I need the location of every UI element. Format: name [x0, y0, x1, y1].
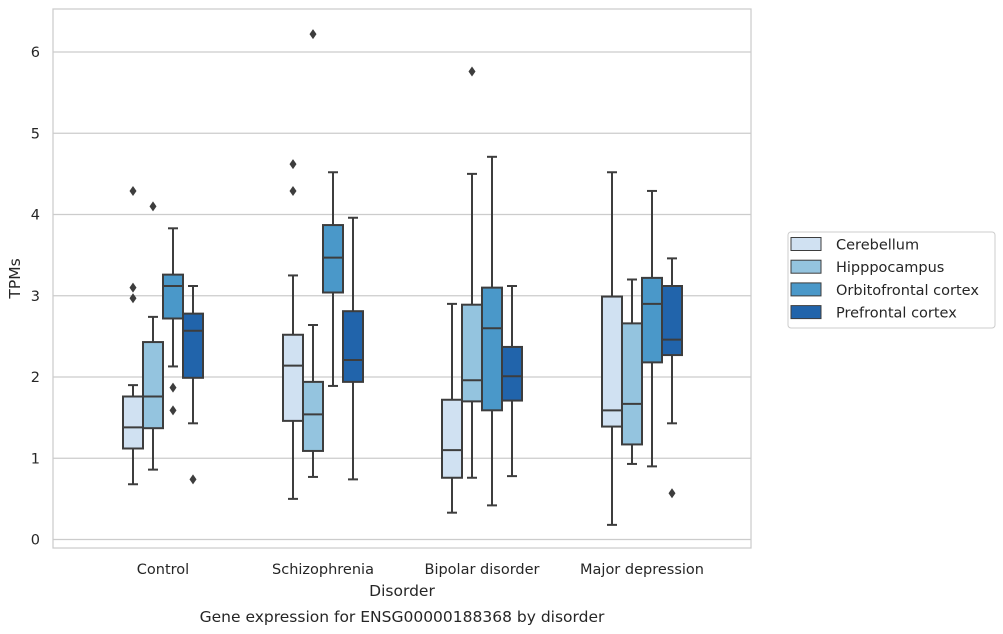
x-tick-label: Bipolar disorder — [425, 562, 540, 578]
x-tick-label: Schizophrenia — [272, 562, 374, 578]
box-3-0 — [601, 171, 623, 526]
legend-item: Prefrontal cortex — [790, 305, 957, 322]
box-1-0 — [282, 159, 304, 500]
legend-frame — [787, 231, 996, 329]
box-iqr — [601, 295, 623, 428]
legend-label: Cerebellum — [836, 238, 919, 254]
box-0-2 — [162, 227, 184, 416]
box-iqr — [501, 345, 523, 402]
box-1-2 — [322, 171, 344, 387]
x-tick-labels: Control Schizophrenia Bipolar disorder Majo… — [137, 562, 704, 578]
box-2-3 — [501, 285, 523, 478]
outlier-point — [309, 29, 317, 40]
legend-label: Hipppocampus — [836, 260, 944, 276]
legend-item: Orbitofrontal cortex — [790, 282, 979, 299]
box-iqr — [441, 398, 463, 479]
legend-swatch — [790, 305, 822, 320]
outlier-point — [129, 282, 137, 293]
y-tick-labels: 0 1 2 3 4 5 6 — [31, 45, 40, 549]
chart-caption: Gene expression for ENSG00000188368 by d… — [200, 608, 605, 626]
box-1-3 — [342, 216, 364, 481]
box-iqr — [302, 380, 324, 452]
legend-swatch — [790, 282, 822, 297]
box-iqr — [641, 276, 663, 364]
box-3-1 — [621, 278, 643, 465]
outlier-point — [289, 159, 297, 170]
legend-item: Hipppocampus — [790, 259, 944, 276]
outlier-point — [468, 66, 476, 77]
box-1-1 — [302, 29, 324, 478]
box-0-1 — [142, 201, 164, 471]
y-tick-label: 6 — [31, 45, 40, 61]
box-iqr — [182, 312, 204, 379]
box-3-2 — [641, 189, 663, 468]
legend-item: Cerebellum — [790, 237, 919, 254]
outlier-point — [189, 474, 197, 485]
box-0-0 — [122, 185, 144, 486]
outlier-point — [129, 185, 137, 196]
outlier-point — [169, 382, 177, 393]
y-tick-label: 1 — [31, 451, 40, 467]
box-2-0 — [441, 302, 463, 514]
y-tick-label: 2 — [31, 370, 40, 386]
box-iqr — [342, 310, 364, 383]
legend-label: Prefrontal cortex — [836, 306, 957, 322]
outlier-point — [129, 293, 137, 304]
boxes — [122, 29, 683, 526]
box-iqr — [122, 395, 144, 450]
y-tick-label: 0 — [31, 533, 40, 549]
x-tick-label: Control — [137, 562, 189, 578]
legend-items: Cerebellum Hipppocampus Orbitofrontal cort… — [790, 237, 979, 322]
outlier-point — [668, 488, 676, 499]
box-iqr — [142, 341, 164, 430]
y-tick-label: 3 — [31, 289, 40, 305]
box-iqr — [661, 285, 683, 357]
box-iqr — [461, 303, 483, 403]
legend-label: Orbitofrontal cortex — [836, 283, 979, 299]
box-3-3 — [661, 257, 683, 499]
box-iqr — [481, 286, 503, 412]
box-0-3 — [182, 285, 204, 485]
plot-area-frame — [52, 8, 752, 549]
x-axis-label: Disorder — [369, 582, 435, 600]
box-iqr — [162, 273, 184, 320]
box-iqr — [322, 224, 344, 294]
y-tick-label: 5 — [31, 126, 40, 142]
y-axis-label: TPMs — [6, 258, 24, 299]
box-2-1 — [461, 66, 483, 479]
box-iqr — [282, 333, 304, 422]
outlier-point — [289, 185, 297, 196]
box-iqr — [621, 322, 643, 446]
y-tick-label: 4 — [31, 208, 40, 224]
legend-swatch — [790, 237, 822, 251]
x-tick-label: Major depression — [580, 562, 704, 578]
outlier-point — [169, 405, 177, 416]
box-2-2 — [481, 155, 503, 507]
outlier-point — [149, 201, 157, 212]
legend-swatch — [790, 259, 822, 274]
legend: Cerebellum Hipppocampus Orbitofrontal cort… — [787, 231, 996, 329]
